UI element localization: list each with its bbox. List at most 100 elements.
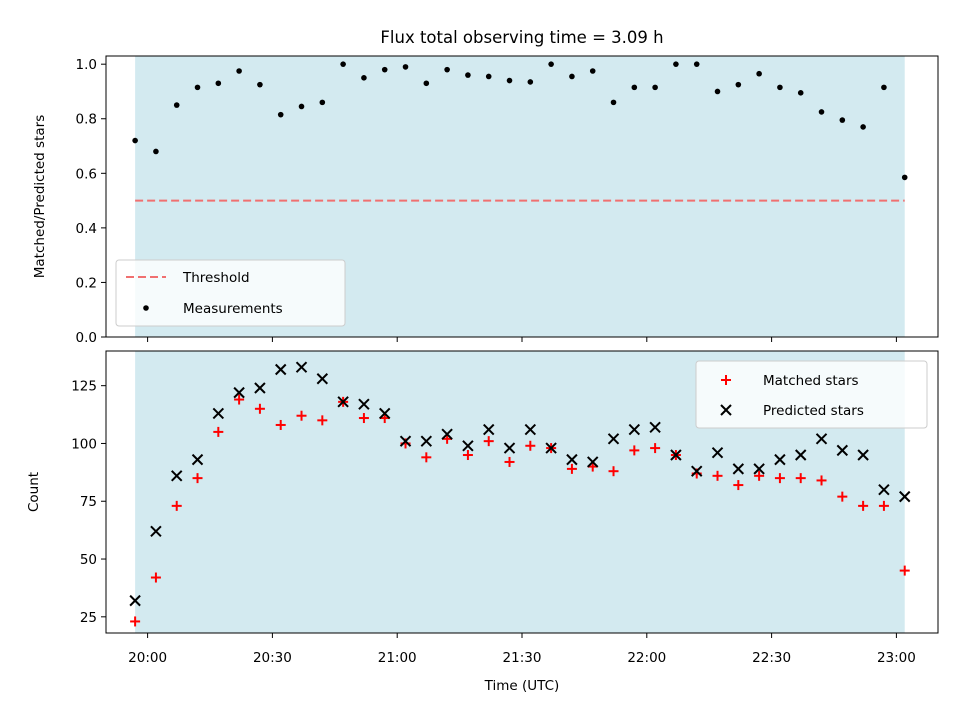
predicted-star-point-b	[815, 433, 828, 445]
predicted-star-point	[379, 407, 391, 420]
time-x-tick-label: 22:30	[752, 650, 791, 666]
predicted-star-point-b	[441, 428, 453, 440]
matched-star-point	[650, 443, 661, 454]
predicted-star-point-b	[899, 490, 911, 503]
measurement-point	[756, 70, 762, 77]
measurement-point	[548, 61, 554, 67]
count-y-ticks: 25 50 75 100 125	[71, 379, 106, 626]
measurement-point	[527, 79, 534, 85]
predicted-star-point-b	[587, 456, 599, 468]
measurement-point	[402, 64, 409, 70]
predicted-star-point	[358, 398, 370, 410]
predicted-star-point	[711, 446, 724, 459]
predicted-star-point-b	[774, 453, 786, 466]
matched-star-point	[629, 445, 640, 456]
measurement-point	[777, 84, 783, 91]
ratio-y-ticks: 0.0 0.2 0.4 0.6 0.8 1.0	[76, 57, 106, 346]
measurement-point	[797, 90, 804, 96]
matched-star-point	[171, 500, 182, 511]
predicted-star-point	[607, 433, 620, 445]
predicted-star-point-b	[628, 423, 641, 436]
time-x-tick-label: 20:30	[253, 650, 292, 666]
predicted-star-point-b	[795, 449, 807, 461]
measurement-point	[194, 84, 201, 91]
measurement-point	[444, 66, 450, 73]
time-x-ticks: 20:00 20:30 21:00 21:30 22:00 22:30 23:00	[128, 633, 916, 666]
predicted-star-point	[129, 594, 141, 607]
legend-matched-label: Matched stars	[763, 373, 859, 389]
matched-star-point	[566, 463, 577, 474]
predicted-star-point	[878, 483, 890, 496]
measurement-point	[153, 148, 159, 155]
predicted-star-point	[587, 456, 599, 468]
measurement-points	[132, 61, 908, 181]
predicted-star-point	[420, 435, 433, 447]
predicted-star-point	[337, 396, 349, 408]
ratio-legend: Threshold Measurements	[115, 259, 346, 327]
predicted-star-point	[171, 470, 183, 482]
predicted-star-point-b	[711, 446, 724, 459]
measurement-point	[818, 109, 825, 115]
measurement-point	[485, 73, 492, 80]
matched-star-point	[504, 456, 515, 467]
matched-star-point	[712, 470, 723, 481]
matched-star-point	[234, 394, 245, 405]
matched-star-point	[254, 403, 265, 414]
predicted-star-point-b	[358, 398, 370, 410]
predicted-star-point	[774, 453, 786, 466]
count-points	[129, 361, 911, 627]
measurement-point	[465, 72, 471, 78]
predicted-star-point	[691, 465, 703, 477]
matched-star-point	[816, 475, 827, 486]
predicted-star-point	[524, 423, 537, 436]
matched-star-point	[608, 466, 619, 477]
matched-star-point	[483, 436, 494, 447]
measurement-point	[257, 81, 263, 88]
count-y-tick-label: 75	[80, 494, 97, 510]
predicted-star-point	[150, 525, 162, 538]
matched-star-point	[754, 470, 765, 481]
predicted-star-point-b	[753, 463, 765, 475]
count-y-axis-label: Count	[26, 472, 42, 512]
measurement-point	[714, 88, 721, 95]
ratio-y-tick-label: 0.2	[76, 275, 97, 291]
legend-predicted-marker-b	[720, 404, 732, 416]
matched-star-point	[358, 413, 369, 424]
matched-star-point	[421, 452, 432, 463]
matched-star-point	[462, 450, 473, 461]
predicted-star-point-b	[836, 444, 849, 457]
measurement-point	[236, 68, 242, 74]
measurement-point	[860, 124, 866, 130]
time-x-tick-label: 22:00	[627, 650, 666, 666]
count-panel: 25 50 75 100 125 20:00 20:30 21:00 21:30 22:00 22…	[26, 350, 939, 694]
predicted-star-point	[815, 433, 828, 445]
measurement-point	[173, 102, 180, 108]
time-x-tick-label: 21:00	[378, 650, 417, 666]
predicted-star-point-b	[337, 396, 349, 408]
measurement-point	[381, 66, 388, 73]
ratio-y-axis-label: Matched/Predicted stars	[32, 115, 48, 278]
predicted-star-point-b	[607, 433, 620, 445]
predicted-star-point-b	[316, 373, 329, 385]
predicted-star-point	[233, 386, 245, 399]
predicted-star-point	[254, 382, 266, 394]
predicted-star-point	[836, 444, 849, 457]
measurement-point	[673, 61, 679, 67]
predicted-star-point-b	[691, 465, 703, 477]
predicted-star-point	[462, 440, 474, 452]
predicted-star-point-b	[295, 361, 308, 373]
time-x-tick-label: 21:30	[503, 650, 542, 666]
measurement-point	[319, 99, 326, 106]
count-y-tick-label: 25	[80, 610, 97, 626]
predicted-star-point	[670, 449, 682, 461]
ratio-legend-box	[115, 259, 346, 327]
measurement-point	[589, 68, 596, 74]
predicted-star-point-b	[670, 449, 682, 461]
measurement-point	[215, 80, 222, 87]
ratio-y-tick-label: 1.0	[76, 57, 97, 73]
measurement-point	[361, 75, 367, 81]
predicted-star-point-b	[233, 386, 245, 399]
predicted-star-point	[753, 463, 765, 475]
predicted-star-point-b	[254, 382, 266, 394]
legend-predicted-marker	[720, 404, 732, 416]
